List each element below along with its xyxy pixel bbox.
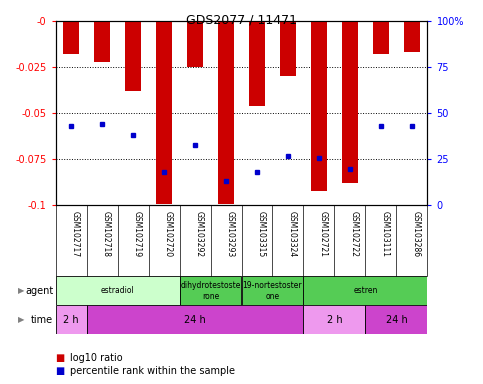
Bar bbox=[311, 21, 327, 191]
Text: ▶: ▶ bbox=[18, 315, 24, 324]
Bar bbox=[218, 21, 234, 204]
Text: GSM103324: GSM103324 bbox=[288, 211, 297, 257]
Text: GSM102717: GSM102717 bbox=[71, 211, 80, 257]
Bar bbox=[56, 276, 180, 305]
Text: GSM102720: GSM102720 bbox=[164, 211, 173, 257]
Bar bbox=[56, 305, 86, 334]
Text: GSM103111: GSM103111 bbox=[381, 211, 390, 257]
Text: ▶: ▶ bbox=[18, 286, 24, 295]
Text: 24 h: 24 h bbox=[184, 314, 206, 325]
Bar bbox=[404, 21, 420, 53]
Bar bbox=[373, 21, 389, 54]
Bar bbox=[86, 305, 303, 334]
Text: 19-nortestoster
one: 19-nortestoster one bbox=[242, 281, 302, 301]
Text: GSM103293: GSM103293 bbox=[226, 211, 235, 257]
Bar bbox=[366, 305, 427, 334]
Text: estradiol: estradiol bbox=[100, 286, 134, 295]
Text: log10 ratio: log10 ratio bbox=[70, 353, 123, 363]
Bar bbox=[342, 21, 358, 183]
Bar bbox=[180, 276, 242, 305]
Text: ■: ■ bbox=[56, 366, 65, 376]
Text: agent: agent bbox=[25, 286, 53, 296]
Text: estren: estren bbox=[353, 286, 378, 295]
Bar bbox=[303, 305, 366, 334]
Text: GSM103315: GSM103315 bbox=[257, 211, 266, 257]
Text: time: time bbox=[31, 314, 53, 325]
Text: 2 h: 2 h bbox=[63, 314, 79, 325]
Text: GSM103292: GSM103292 bbox=[195, 211, 204, 257]
Bar bbox=[303, 276, 427, 305]
Text: dihydrotestoste
rone: dihydrotestoste rone bbox=[180, 281, 241, 301]
Text: GSM102722: GSM102722 bbox=[350, 211, 359, 257]
Text: ■: ■ bbox=[56, 353, 65, 363]
Text: 2 h: 2 h bbox=[327, 314, 342, 325]
Text: 24 h: 24 h bbox=[385, 314, 407, 325]
Text: GSM102719: GSM102719 bbox=[133, 211, 142, 257]
Text: GSM102718: GSM102718 bbox=[102, 211, 111, 257]
Text: GSM103286: GSM103286 bbox=[412, 211, 421, 257]
Bar bbox=[249, 21, 265, 106]
Bar bbox=[242, 276, 303, 305]
Bar bbox=[156, 21, 172, 204]
Bar bbox=[187, 21, 203, 67]
Text: GDS2077 / 11471: GDS2077 / 11471 bbox=[186, 13, 297, 26]
Bar bbox=[125, 21, 141, 91]
Bar bbox=[280, 21, 296, 76]
Bar bbox=[94, 21, 110, 62]
Bar bbox=[63, 21, 79, 54]
Text: GSM102721: GSM102721 bbox=[319, 211, 328, 257]
Text: percentile rank within the sample: percentile rank within the sample bbox=[70, 366, 235, 376]
